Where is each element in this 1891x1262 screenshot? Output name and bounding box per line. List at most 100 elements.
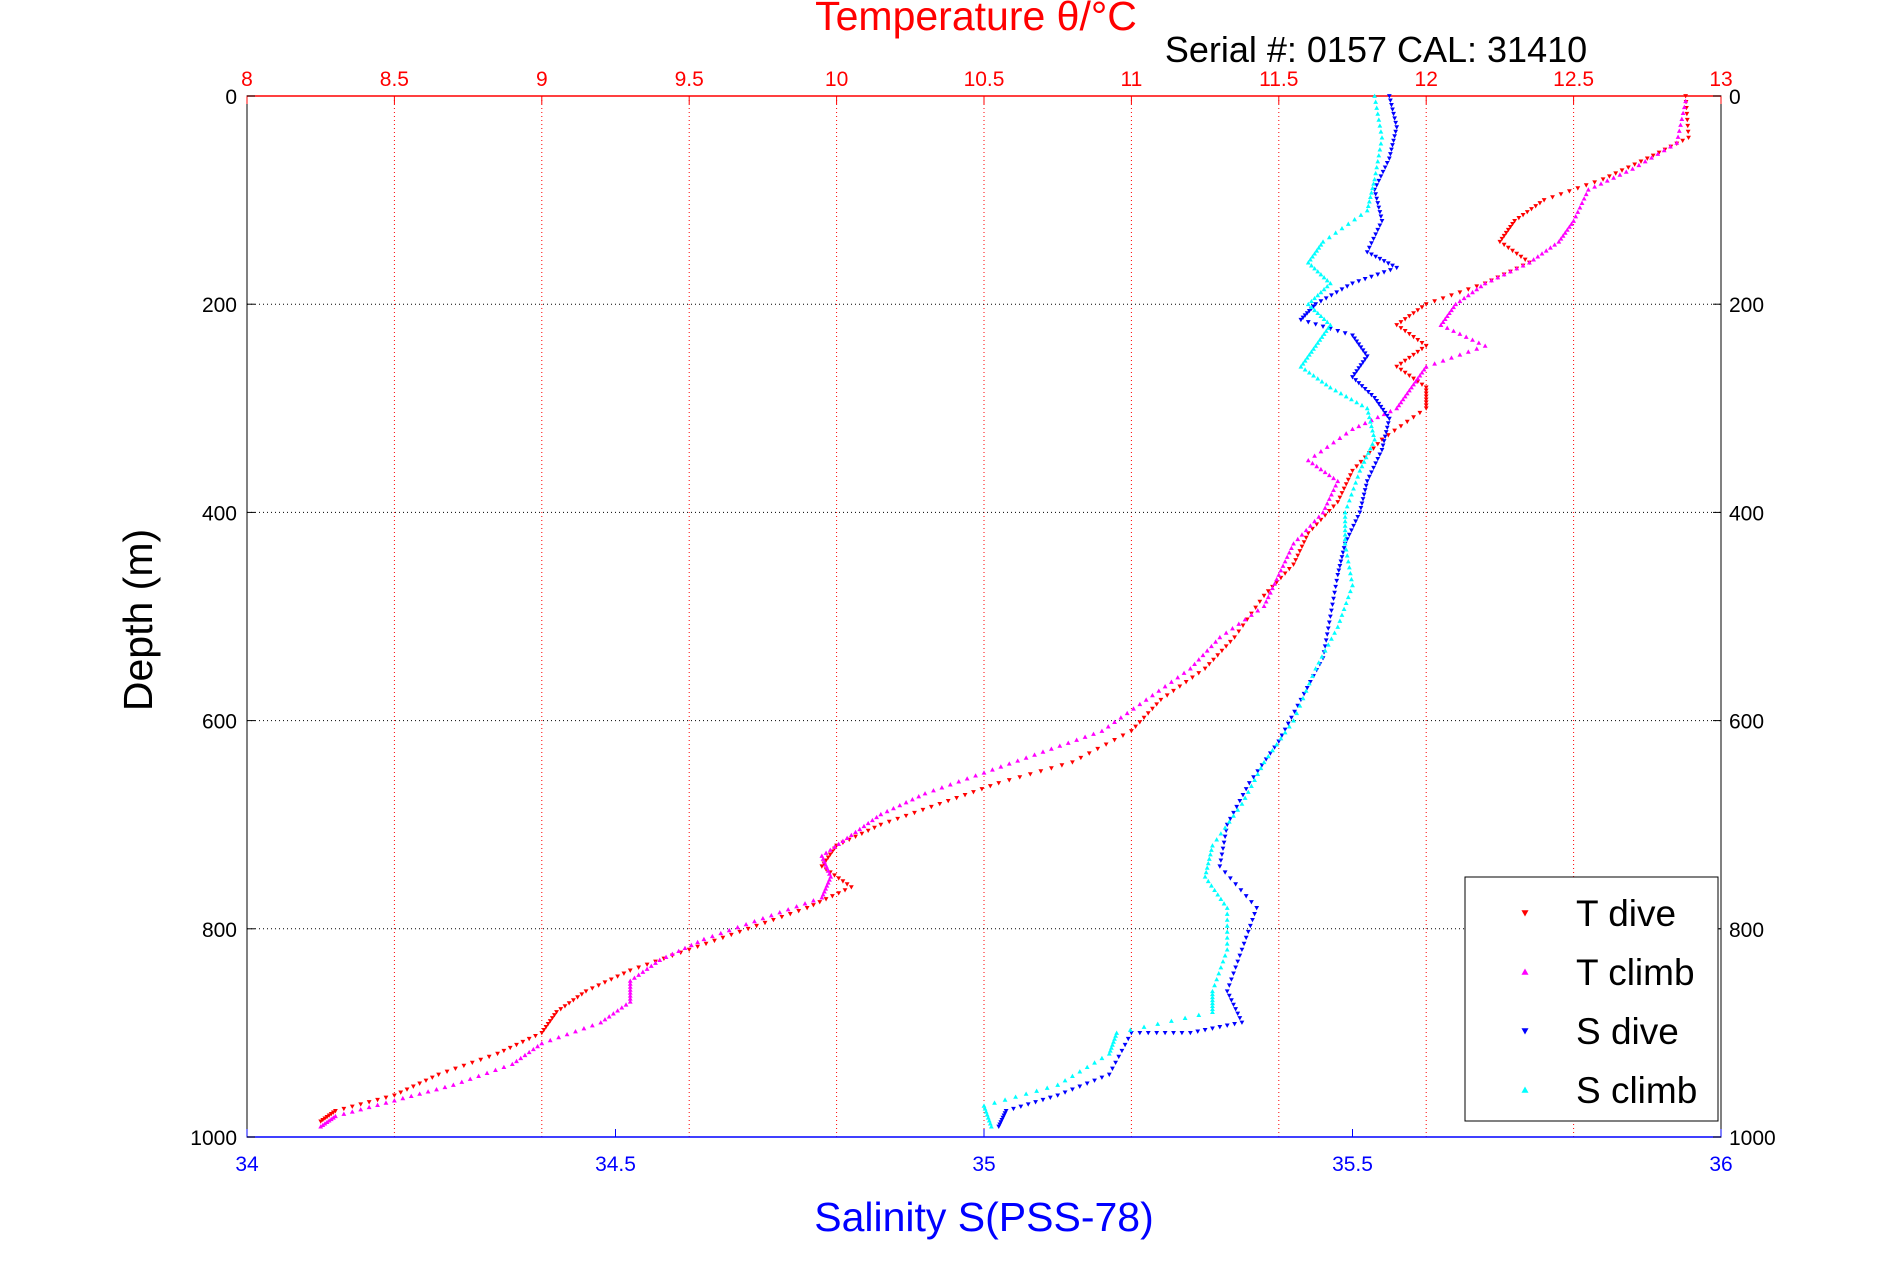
data-point <box>581 1026 587 1031</box>
data-point <box>1358 363 1364 368</box>
data-point <box>1223 644 1229 649</box>
data-point <box>1092 1060 1097 1065</box>
data-point <box>1210 1006 1215 1012</box>
data-point <box>1364 208 1370 213</box>
data-point <box>1224 989 1230 994</box>
data-point <box>1155 1021 1161 1026</box>
data-point <box>1378 141 1384 146</box>
data-point <box>1319 379 1325 384</box>
data-point <box>1675 134 1681 139</box>
data-point <box>1200 652 1206 658</box>
data-point <box>1215 892 1221 897</box>
data-point <box>1295 536 1301 542</box>
data-point <box>1015 758 1021 763</box>
data-point <box>1210 1003 1215 1009</box>
data-point <box>1541 198 1547 203</box>
data-point <box>476 1073 482 1078</box>
data-point <box>886 819 892 825</box>
data-point <box>754 923 759 929</box>
data-point <box>1326 472 1332 478</box>
data-point <box>1310 526 1315 532</box>
data-point <box>1342 331 1348 336</box>
data-point <box>1372 93 1378 98</box>
data-point <box>1129 729 1134 734</box>
data-point <box>1319 334 1325 339</box>
data-point <box>417 1081 423 1086</box>
data-point <box>1334 290 1340 295</box>
data-point <box>1384 161 1390 166</box>
data-point <box>777 910 783 915</box>
data-point <box>1217 864 1223 869</box>
data-point <box>1681 104 1687 110</box>
data-point <box>1059 763 1065 768</box>
left-tick-label: 400 <box>202 502 237 525</box>
data-point <box>1235 959 1241 964</box>
series-t-dive <box>318 94 1691 1124</box>
data-point <box>627 999 633 1004</box>
data-point <box>1326 508 1332 514</box>
data-point <box>1106 1072 1112 1077</box>
data-point <box>1644 156 1650 161</box>
data-point <box>1333 483 1339 488</box>
data-point <box>1356 423 1362 429</box>
data-point <box>1356 342 1362 347</box>
data-point <box>973 773 978 778</box>
data-point <box>522 1052 528 1058</box>
data-point <box>1548 245 1553 250</box>
data-point <box>1432 299 1438 304</box>
data-point <box>1362 420 1368 426</box>
data-point <box>1411 334 1416 340</box>
data-point <box>1338 391 1344 396</box>
data-point <box>1339 491 1345 496</box>
data-point <box>1355 474 1361 479</box>
data-point <box>1322 648 1328 653</box>
data-point <box>1344 284 1350 289</box>
data-point <box>1376 153 1382 158</box>
data-point <box>872 825 877 831</box>
data-point <box>760 915 766 921</box>
data-point <box>1402 317 1408 322</box>
data-point <box>1312 266 1317 271</box>
data-point <box>341 1106 347 1112</box>
data-point <box>1245 789 1251 794</box>
data-point <box>1305 301 1311 307</box>
data-point <box>1617 172 1623 177</box>
data-point <box>1082 734 1088 739</box>
data-point <box>1374 105 1380 110</box>
data-point <box>1216 971 1222 976</box>
data-point <box>1369 241 1374 246</box>
left-tick-label: 0 <box>225 86 237 109</box>
data-point <box>1333 230 1339 235</box>
data-point <box>1342 536 1348 542</box>
data-point <box>1270 585 1275 591</box>
data-point <box>1457 352 1463 357</box>
data-point <box>1318 242 1324 247</box>
data-point <box>1365 390 1371 395</box>
data-point <box>1388 152 1393 157</box>
data-point <box>1309 263 1314 268</box>
data-point <box>1516 216 1522 221</box>
data-point <box>840 879 846 884</box>
data-point <box>1337 618 1343 623</box>
data-point <box>1215 653 1221 658</box>
data-point <box>1383 430 1389 435</box>
data-point <box>1224 905 1230 910</box>
data-point <box>1522 257 1528 262</box>
data-point <box>1359 402 1365 408</box>
data-point <box>1212 982 1217 988</box>
data-point <box>1372 176 1378 182</box>
data-point <box>1237 798 1243 804</box>
data-point <box>1444 325 1450 330</box>
data-point <box>1533 204 1539 209</box>
data-point <box>796 909 802 914</box>
data-point <box>999 1117 1005 1123</box>
data-point <box>1325 626 1331 631</box>
data-point <box>1327 614 1333 619</box>
data-point <box>1324 278 1330 283</box>
data-point <box>1084 1081 1090 1086</box>
data-point <box>1267 590 1273 595</box>
data-point <box>410 1084 416 1089</box>
data-point <box>1323 328 1329 333</box>
data-point <box>827 852 833 857</box>
data-point <box>1265 589 1271 594</box>
